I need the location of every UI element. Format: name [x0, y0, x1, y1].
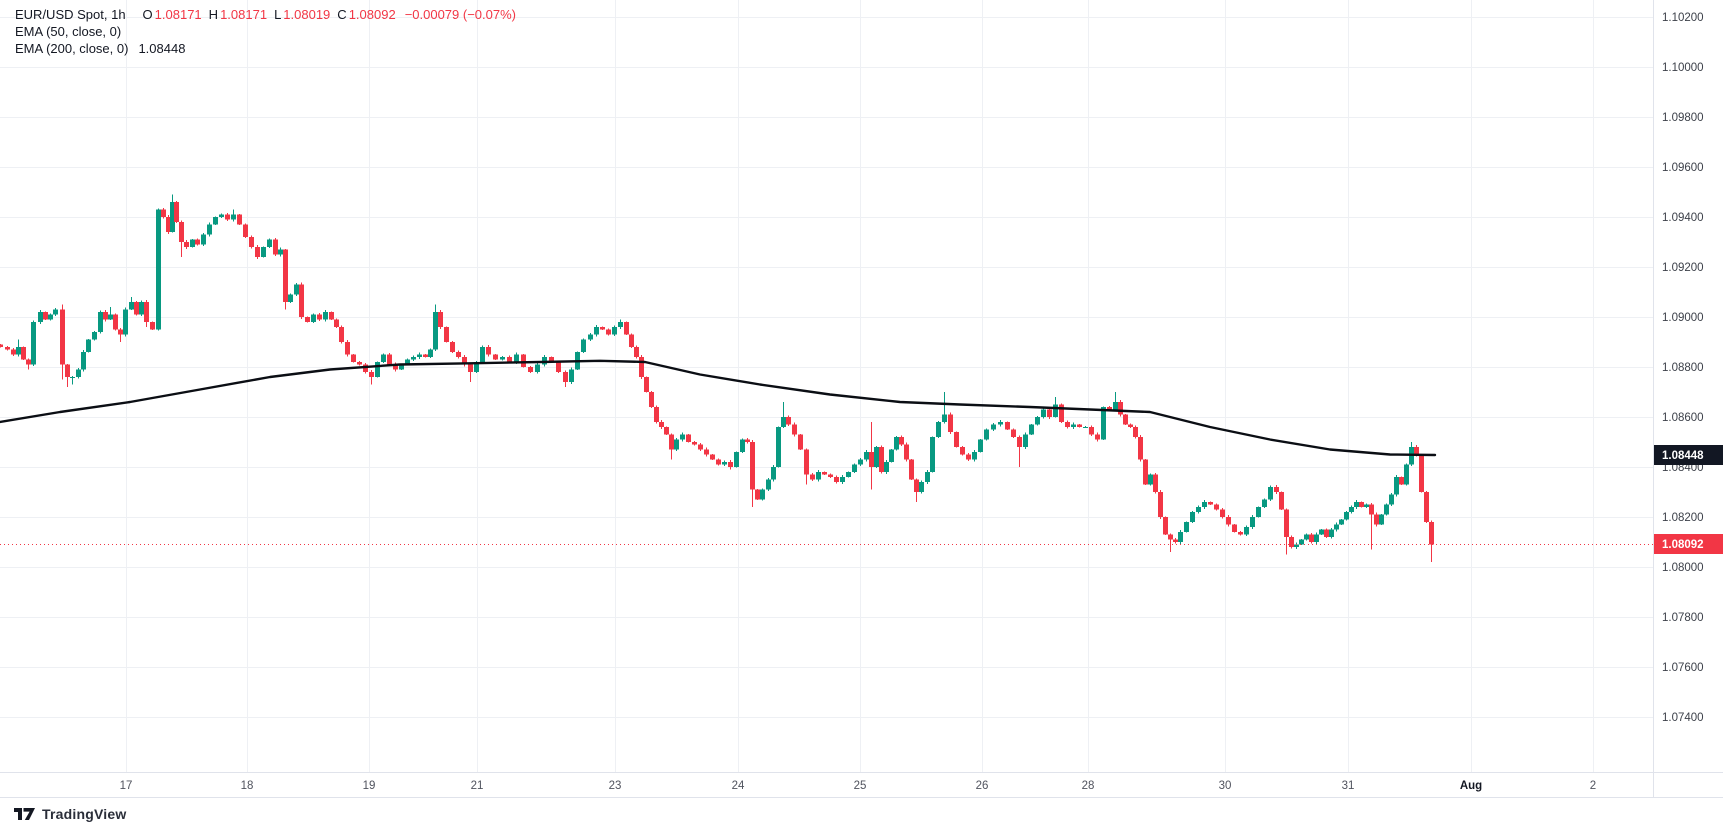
svg-text:1.08448: 1.08448 — [1662, 450, 1704, 462]
time-axis-label: 19 — [363, 780, 376, 792]
grid-lines — [0, 0, 1653, 772]
tradingview-watermark[interactable]: TradingView — [13, 806, 126, 822]
price-axis-label: 1.07600 — [1662, 662, 1704, 674]
tradingview-brand-text: TradingView — [42, 806, 127, 822]
time-axis-label: 30 — [1219, 780, 1232, 792]
price-axis-label: 1.09400 — [1662, 212, 1704, 224]
price-axis-label: 1.09200 — [1662, 262, 1704, 274]
time-axis-label: 24 — [732, 780, 745, 792]
price-axis-label: 1.09800 — [1662, 112, 1704, 124]
price-change: −0.00079 (−0.07%) — [404, 7, 516, 22]
time-axis-label: 17 — [120, 780, 133, 792]
time-axis-label: 21 — [471, 780, 484, 792]
ohlc-key: C — [337, 7, 347, 22]
ohlc-values: O 1.08171 H 1.08171 L 1.08019 C 1.08092 — [136, 6, 396, 23]
indicator-row-ema200[interactable]: EMA (200, close, 0) 1.08448 — [15, 40, 516, 57]
time-axis-label: 18 — [241, 780, 254, 792]
symbol-legend-row[interactable]: EUR/USD Spot, 1h O 1.08171 H 1.08171 L 1.0801… — [15, 6, 516, 23]
ohlc-key: O — [142, 7, 153, 22]
ema50-label: EMA (50, close, 0) — [15, 24, 122, 39]
time-axis-label: 26 — [976, 780, 989, 792]
time-axis[interactable] — [0, 772, 1723, 797]
price-axis-label: 1.09000 — [1662, 312, 1704, 324]
price-axis[interactable] — [1653, 0, 1723, 835]
candlestick-series — [0, 194, 1434, 562]
time-axis-label: 28 — [1082, 780, 1095, 792]
chart-legend: EUR/USD Spot, 1h O 1.08171 H 1.08171 L 1.0801… — [15, 6, 516, 57]
ema200-label: EMA (200, close, 0) — [15, 41, 129, 56]
ohlc-key: H — [208, 7, 219, 22]
ohlc-value: 1.08171 — [220, 7, 268, 22]
price-axis-label: 1.09600 — [1662, 162, 1704, 174]
time-axis-label: Aug — [1460, 780, 1482, 792]
ema200-value: 1.08448 — [138, 41, 186, 56]
indicator-row-ema50[interactable]: EMA (50, close, 0) — [15, 23, 516, 40]
time-axis-labels: 17 18 19 21 23 24 25 26 28 30 31 Aug 2 — [120, 780, 1597, 792]
time-axis-label: 2 — [1590, 780, 1596, 792]
last-price-badge: 1.08092 — [1654, 534, 1723, 554]
price-axis-label: 1.10200 — [1662, 12, 1704, 24]
tradingview-logo-icon — [14, 808, 35, 820]
time-axis-label: 25 — [854, 780, 867, 792]
price-axis-label: 1.08800 — [1662, 362, 1704, 374]
ema200-price-badge: 1.08448 — [1654, 445, 1723, 465]
price-axis-label: 1.10000 — [1662, 62, 1704, 74]
price-axis-label: 1.08200 — [1662, 512, 1704, 524]
price-axis-label: 1.07800 — [1662, 612, 1704, 624]
ohlc-value: 1.08019 — [283, 7, 331, 22]
ohlc-value: 1.08092 — [348, 7, 396, 22]
ohlc-key: L — [274, 7, 282, 22]
ema200-line — [0, 359, 1437, 457]
price-axis-labels: 1.10200 1.10000 1.09800 1.09600 1.09400 1.092… — [1662, 12, 1704, 724]
price-axis-label: 1.08000 — [1662, 562, 1704, 574]
time-axis-label: 23 — [609, 780, 622, 792]
price-axis-label: 1.07400 — [1662, 712, 1704, 724]
symbol-title: EUR/USD Spot, 1h — [15, 7, 126, 22]
price-axis-label: 1.08600 — [1662, 412, 1704, 424]
time-axis-label: 31 — [1342, 780, 1355, 792]
pane-separators — [0, 0, 1723, 798]
svg-text:1.08092: 1.08092 — [1662, 539, 1704, 551]
ohlc-value: 1.08171 — [154, 7, 202, 22]
